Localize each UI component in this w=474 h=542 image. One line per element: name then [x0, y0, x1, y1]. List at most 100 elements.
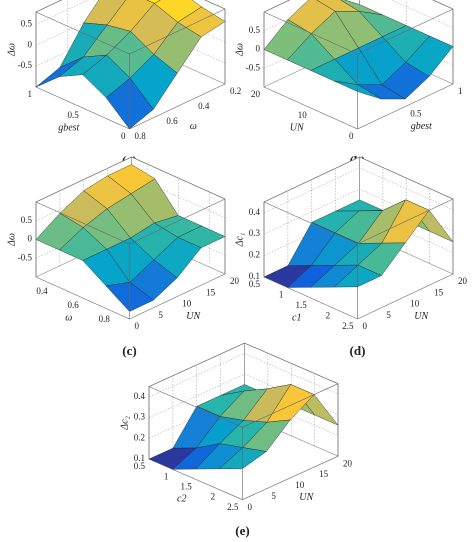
- x-tick-label: 1: [279, 290, 284, 300]
- y-tick-label: 0.6: [166, 116, 178, 126]
- box-edge: [148, 342, 245, 387]
- z-tick-label: 0.3: [249, 228, 261, 238]
- box-edge: [357, 273, 454, 320]
- y-tick-label: 0: [135, 321, 140, 331]
- x-axis-label: gbest: [58, 122, 79, 133]
- z-tick-label: 0: [28, 234, 33, 244]
- x-tick-label: 0: [349, 131, 354, 141]
- z-tick-label: 0.2: [134, 432, 145, 442]
- box-edge: [35, 201, 130, 245]
- z-tick-label: 0.4: [134, 391, 146, 401]
- panel-caption: (d): [350, 343, 366, 358]
- x-tick-label: 2: [326, 311, 331, 321]
- box-edge: [35, 86, 130, 130]
- y-tick-label: 20: [230, 276, 240, 286]
- box-edge: [129, 83, 226, 130]
- x-tick-label: 20: [251, 89, 261, 99]
- x-tick-label: 1.5: [296, 300, 308, 310]
- z-tick-label: 0.5: [21, 19, 33, 29]
- box-edge: [35, 156, 132, 203]
- box-edge: [131, 156, 226, 200]
- y-axis-label: UN: [186, 311, 201, 322]
- z-tick-label: 0.5: [21, 215, 33, 225]
- y-tick-label: 15: [319, 469, 329, 479]
- panel-caption: (c): [122, 343, 136, 358]
- x-tick-label: 0.8: [99, 314, 111, 324]
- y-tick-label: 5: [271, 491, 276, 501]
- box-edge: [35, 11, 130, 55]
- box-edge: [204, 0, 226, 10]
- box-edge: [263, 156, 360, 203]
- x-tick-label: 10: [298, 110, 308, 120]
- y-tick-label: 15: [206, 287, 216, 297]
- x-tick-label: 0: [121, 131, 126, 141]
- y-axis-label: ω: [190, 121, 197, 132]
- y-tick-label: 10: [182, 299, 192, 309]
- box-edge: [263, 276, 358, 320]
- x-tick-label: 0.6: [68, 300, 80, 310]
- box-edge: [263, 201, 358, 245]
- x-tick-label: 0.5: [68, 110, 80, 120]
- box-edge: [359, 156, 454, 200]
- y-tick-label: 10: [295, 480, 305, 490]
- box-edge: [148, 458, 243, 500]
- y-tick-label: 0: [363, 321, 368, 331]
- x-tick-label: 2: [211, 492, 216, 502]
- x-tick-label: 1: [28, 89, 33, 99]
- z-tick-label: 0.5: [249, 25, 261, 35]
- box-edge: [129, 198, 226, 245]
- box-edge: [357, 8, 454, 55]
- y-tick-label: 15: [434, 287, 444, 297]
- box-edge: [357, 198, 454, 245]
- y-axis-label: gbest: [411, 121, 432, 132]
- box-edge: [357, 83, 454, 130]
- box-edge: [129, 8, 226, 55]
- x-tick-label: 0.5: [134, 461, 146, 471]
- y-axis-label: UN: [414, 311, 429, 322]
- z-tick-label: -0.5: [18, 252, 33, 262]
- y-axis-label: UN: [299, 492, 314, 503]
- y-tick-label: 5: [158, 310, 163, 320]
- y-tick-label: 0.8: [135, 131, 147, 141]
- z-tick-label: 0: [28, 39, 33, 49]
- x-tick-label: 0.4: [36, 286, 48, 296]
- y-tick-label: 20: [343, 458, 353, 468]
- z-tick-label: 0.1: [134, 453, 145, 463]
- box-edge: [242, 455, 339, 500]
- x-axis-label: ω: [65, 312, 72, 323]
- z-tick-label: 0.3: [134, 412, 146, 422]
- surface-patch: [146, 0, 161, 4]
- box-edge: [35, 276, 130, 320]
- y-tick-label: 0.2: [230, 86, 241, 96]
- z-axis-label: Δω: [6, 43, 17, 57]
- box-edge: [244, 342, 339, 384]
- y-tick-label: 5: [386, 310, 391, 320]
- z-tick-label: 0.4: [249, 207, 261, 217]
- z-tick-label: 0: [256, 44, 261, 54]
- x-axis-label: UN: [290, 122, 305, 133]
- panel-caption: (e): [235, 523, 249, 538]
- box-edge: [263, 0, 291, 13]
- box-edge: [242, 383, 339, 428]
- y-tick-label: 10: [410, 299, 420, 309]
- box-edge: [263, 86, 358, 130]
- y-tick-label: 0.4: [198, 101, 210, 111]
- z-axis-label: Δc₁: [234, 233, 245, 248]
- x-tick-label: 0.5: [249, 279, 261, 289]
- y-tick-label: 20: [458, 276, 468, 286]
- z-axis-label: Δω: [6, 233, 17, 247]
- box-edge: [148, 386, 243, 428]
- z-tick-label: 0.1: [249, 271, 260, 281]
- x-axis-label: c2: [177, 494, 186, 505]
- x-axis-label: c1: [292, 312, 301, 323]
- x-tick-label: 1: [164, 471, 169, 481]
- y-tick-label: 0.5: [410, 109, 422, 119]
- z-tick-label: 0.2: [249, 250, 260, 260]
- y-tick-label: 0: [248, 502, 253, 512]
- y-tick-label: 1: [458, 86, 463, 96]
- x-tick-label: 2.5: [227, 502, 239, 512]
- box-edge: [263, 11, 358, 55]
- z-tick-label: -0.5: [246, 62, 261, 72]
- z-axis-label: Δc₂: [119, 415, 130, 430]
